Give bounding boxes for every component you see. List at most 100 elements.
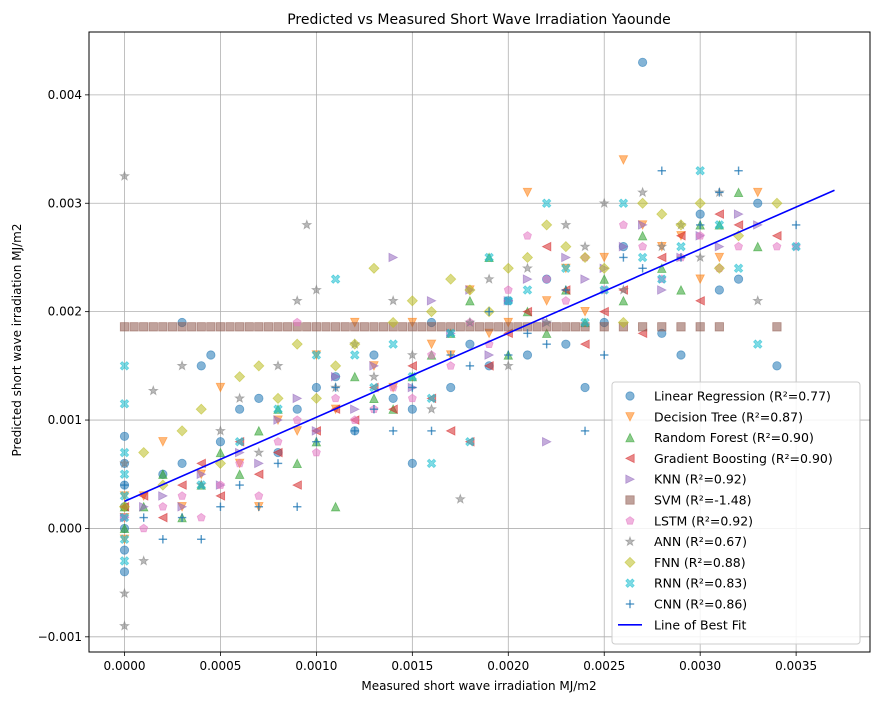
data-point [118, 620, 131, 631]
data-point [406, 295, 418, 307]
data-point [234, 469, 245, 479]
data-point [388, 426, 398, 436]
data-point [791, 220, 801, 230]
data-point [196, 361, 206, 371]
data-point [350, 350, 360, 360]
data-point [541, 241, 552, 252]
data-point [197, 535, 206, 544]
data-point [283, 322, 293, 332]
data-point [216, 502, 225, 511]
data-point [215, 447, 226, 458]
data-point [196, 458, 206, 469]
legend-marker [625, 474, 636, 485]
data-point [580, 274, 591, 284]
data-point [388, 339, 398, 349]
data-point [637, 197, 649, 209]
data-point [129, 322, 139, 332]
data-point [330, 322, 341, 332]
data-point [311, 426, 322, 436]
legend-marker [624, 453, 635, 464]
data-point [254, 491, 264, 500]
data-point [502, 360, 514, 371]
data-point [388, 393, 398, 403]
data-point [676, 322, 686, 332]
data-point [656, 240, 668, 252]
data-point [253, 360, 265, 372]
data-point [253, 469, 264, 480]
data-point [254, 502, 264, 511]
data-point [541, 198, 552, 209]
data-point [426, 322, 437, 332]
data-point [618, 155, 629, 165]
data-point [427, 350, 436, 359]
data-point [244, 322, 254, 332]
legend-label: Random Forest (R²=0.90) [654, 430, 814, 445]
data-point [369, 360, 380, 371]
legend-marker [624, 535, 636, 547]
data-point [138, 555, 150, 566]
data-point [484, 322, 494, 332]
data-point [455, 322, 465, 332]
data-point [263, 322, 274, 332]
x-axis-label: Measured short wave irradiation MJ/m2 [361, 679, 596, 693]
data-point [291, 338, 303, 350]
data-point [484, 307, 494, 316]
data-point [675, 230, 686, 241]
data-point [331, 393, 341, 403]
data-point [369, 393, 379, 403]
data-point [733, 209, 744, 219]
data-point [542, 274, 552, 283]
data-point [302, 322, 312, 332]
data-point [310, 284, 322, 295]
data-point [215, 437, 226, 447]
y-tick-label: 0.003 [48, 196, 82, 210]
data-point [695, 209, 705, 219]
data-point [359, 322, 369, 332]
data-point [147, 384, 159, 396]
data-point [273, 322, 283, 332]
data-point [167, 322, 178, 332]
data-point [752, 339, 763, 349]
data-point [407, 458, 417, 468]
data-point [695, 165, 705, 176]
data-point [541, 316, 553, 328]
x-tick-label: 0.0025 [583, 659, 625, 673]
data-point [521, 251, 534, 264]
data-point [368, 262, 380, 274]
data-point [464, 284, 476, 296]
data-point [676, 284, 686, 295]
data-point [618, 220, 628, 229]
data-point [177, 458, 187, 468]
data-point [446, 361, 456, 370]
y-tick-label: 0.001 [48, 413, 82, 427]
data-point [465, 361, 475, 371]
data-point [350, 426, 359, 436]
data-point [474, 322, 485, 332]
data-point [638, 264, 647, 273]
data-point [598, 262, 610, 274]
data-point [695, 322, 705, 332]
data-point [293, 502, 302, 511]
data-point [118, 170, 131, 181]
data-point [541, 219, 553, 231]
data-point [580, 317, 590, 328]
data-point [253, 425, 264, 436]
data-point [254, 458, 264, 469]
data-point [272, 360, 284, 371]
data-point [119, 523, 130, 534]
data-point [446, 382, 456, 393]
data-point [484, 350, 495, 360]
data-point [119, 431, 130, 441]
data-point [426, 339, 437, 350]
data-point [502, 262, 514, 274]
data-point [714, 322, 724, 332]
data-point [139, 513, 148, 522]
data-point [158, 535, 168, 544]
data-point [580, 307, 590, 317]
data-point [561, 252, 571, 263]
data-point [273, 415, 284, 425]
data-point [523, 231, 532, 240]
data-point [195, 403, 207, 415]
data-point [454, 493, 466, 504]
x-tick-label: 0.0015 [391, 659, 433, 673]
